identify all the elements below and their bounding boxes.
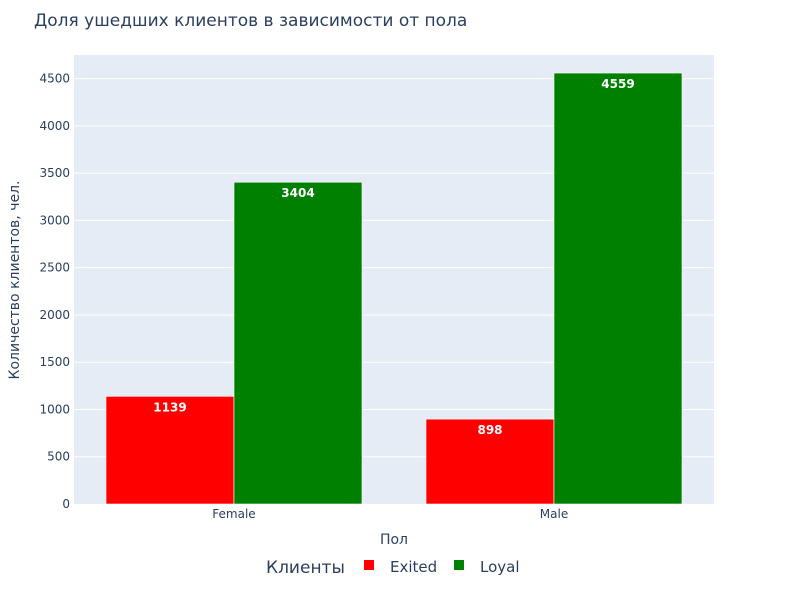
bar-loyal-female — [233, 181, 363, 505]
y-tick-label: 2000 — [39, 308, 70, 322]
chart-title: Доля ушедших клиентов в зависимости от п… — [34, 11, 467, 31]
y-tick-label: 2500 — [39, 261, 70, 275]
y-tick-label: 4000 — [39, 119, 70, 133]
bar-exited-female — [105, 396, 235, 505]
x-axis-ticks: Female Male — [212, 507, 568, 521]
y-axis-title: Количество клиентов, чел. — [7, 181, 23, 380]
bar-loyal-male — [553, 72, 683, 505]
legend-label-exited: Exited — [390, 558, 437, 576]
legend-swatch-loyal — [454, 560, 464, 570]
legend-title: Клиенты — [266, 558, 345, 578]
y-tick-label: 1500 — [39, 355, 70, 369]
y-tick-label: 1000 — [39, 402, 70, 416]
x-tick-label: Female — [212, 507, 255, 521]
bars: 1139 3404 898 4559 — [105, 72, 683, 505]
x-axis-title: Пол — [380, 532, 408, 548]
bar-value-label: 1139 — [153, 400, 186, 414]
y-tick-label: 500 — [47, 450, 70, 464]
y-tick-label: 3500 — [39, 166, 70, 180]
bar-value-label: 3404 — [281, 186, 314, 200]
legend-label-loyal: Loyal — [480, 558, 520, 576]
x-tick-label: Male — [540, 507, 568, 521]
legend-swatch-exited — [364, 560, 374, 570]
y-tick-label: 3000 — [39, 213, 70, 227]
y-tick-label: 4500 — [39, 72, 70, 86]
y-tick-label: 0 — [62, 497, 70, 511]
bar-value-label: 898 — [477, 423, 502, 437]
bar-exited-male — [425, 418, 555, 505]
legend: Клиенты Exited Loyal — [266, 558, 520, 578]
bar-value-label: 4559 — [601, 77, 634, 91]
y-axis-ticks: 0 500 1000 1500 2000 2500 3000 3500 4000 4500 — [39, 72, 70, 511]
